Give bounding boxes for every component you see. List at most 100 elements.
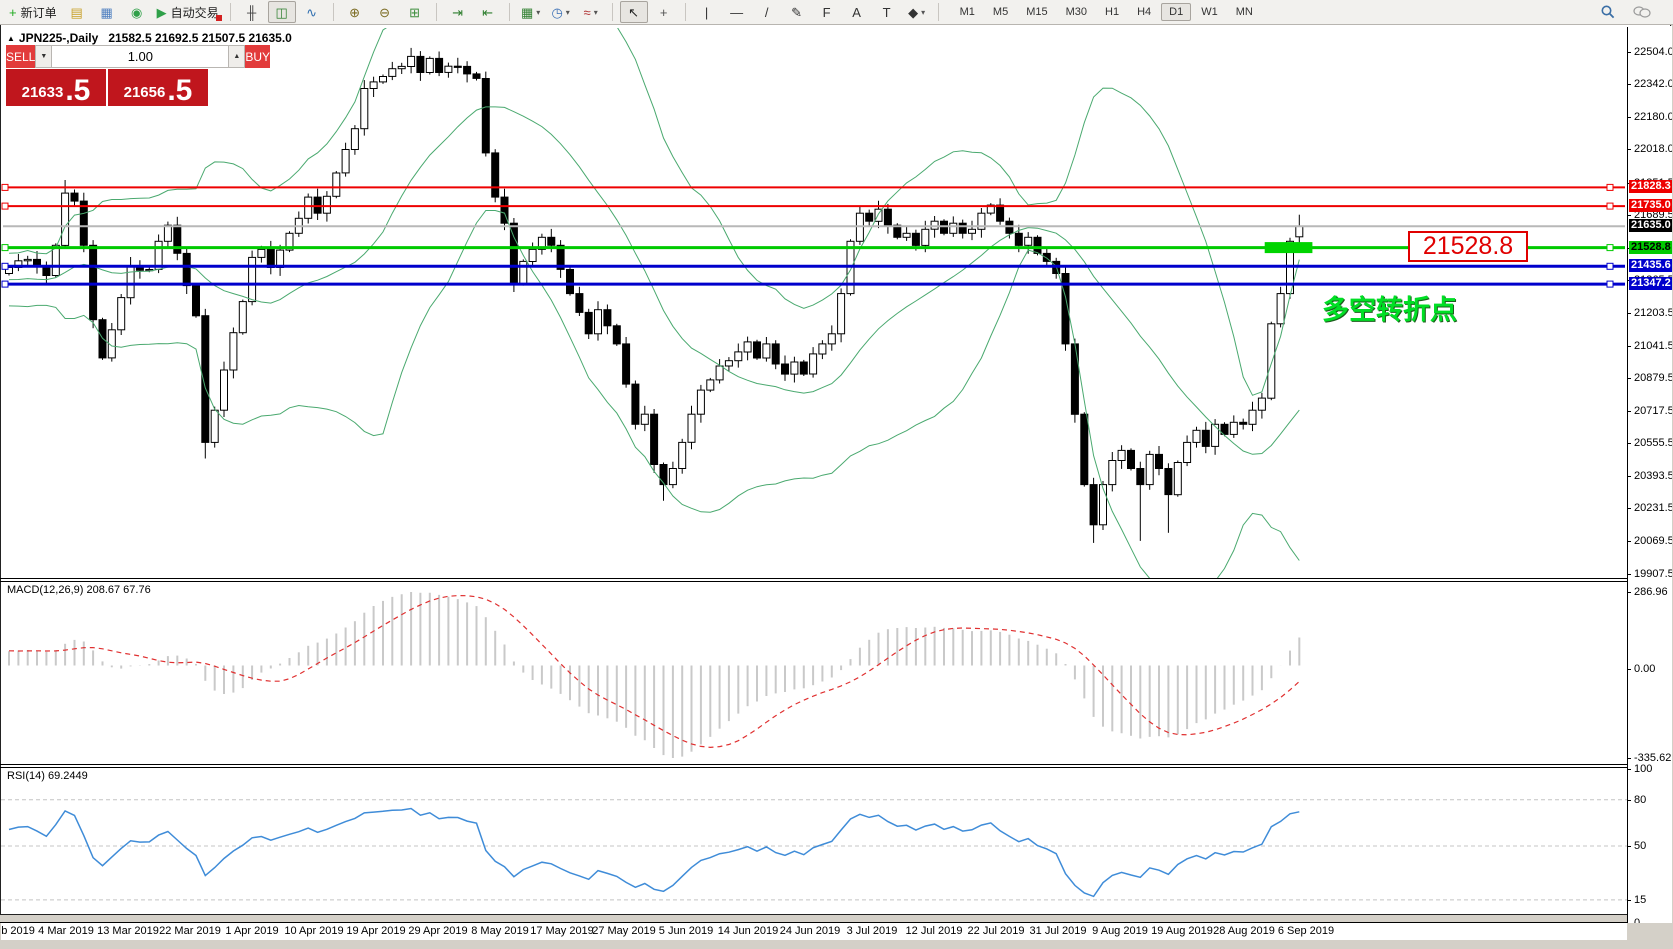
journal-button[interactable]: ▤	[63, 1, 91, 23]
candle-body	[229, 332, 238, 371]
candlestick-button[interactable]: ◫	[267, 1, 296, 23]
price-tick-label: 20555.5	[1634, 437, 1672, 449]
tile-windows-button[interactable]: ⊞	[401, 1, 429, 23]
timeframe-w1[interactable]: W1	[1201, 6, 1218, 18]
line-handle[interactable]	[1606, 262, 1614, 270]
timeframe-m30[interactable]: M30	[1065, 6, 1087, 18]
channel-button[interactable]: ✎	[783, 1, 811, 23]
axis-tick	[1628, 508, 1631, 509]
axis-tick	[1628, 800, 1631, 801]
timeframe-m15[interactable]: M15	[1026, 6, 1048, 18]
vertical-line-icon: |	[704, 4, 709, 20]
candle-body	[921, 228, 930, 246]
signals-button[interactable]: ◉	[123, 1, 151, 23]
candle-body	[837, 293, 846, 335]
pane-separator[interactable]	[0, 581, 1628, 582]
timeframe-d1[interactable]: D1	[1161, 3, 1192, 21]
line-handle[interactable]	[1606, 183, 1614, 191]
axis-tick	[1628, 149, 1631, 150]
date-label: 13 Mar 2019	[97, 925, 159, 937]
auto-scroll-button[interactable]: ⇥	[444, 1, 472, 23]
line-chart-button[interactable]: ∿	[298, 1, 326, 23]
highlight-rect[interactable]	[1264, 242, 1313, 254]
bar-chart-button[interactable]: ╫	[238, 1, 266, 23]
buy-button[interactable]: BUY	[245, 45, 271, 68]
pane-separator[interactable]	[0, 767, 1628, 768]
line-handle[interactable]	[1606, 202, 1614, 210]
horizontal-line-button[interactable]: —	[723, 1, 751, 23]
candle-body	[1042, 252, 1051, 262]
fibonacci-button[interactable]: F	[813, 1, 841, 23]
arrows-button[interactable]: ◆ ▾	[903, 1, 931, 23]
chat-button[interactable]	[1628, 1, 1656, 23]
line-handle[interactable]	[1, 202, 9, 210]
symbol-direction-icon: ▲	[7, 33, 15, 43]
price-axis[interactable]: 22504.022342.022180.022018.021851.521689…	[1628, 26, 1672, 923]
vertical-line-button[interactable]: |	[693, 1, 721, 23]
timeframe-m5[interactable]: M5	[992, 6, 1009, 18]
axis-tick	[1628, 84, 1631, 85]
price-callout-box[interactable]: 21528.8	[1408, 231, 1528, 262]
profiles-button[interactable]: ◷ ▾	[547, 1, 575, 23]
new-order-button[interactable]: + 新订单	[5, 1, 61, 23]
candle-body	[1220, 423, 1229, 435]
zoom-in-button[interactable]: ⊕	[341, 1, 369, 23]
toolbar-separator	[435, 3, 437, 21]
candle-body	[547, 236, 556, 246]
tile-windows-icon: ⊞	[409, 4, 421, 20]
line-handle[interactable]	[1, 280, 9, 288]
candle-body	[640, 413, 649, 425]
buy-price[interactable]: 21656 .5	[108, 69, 208, 106]
line-handle[interactable]	[1, 183, 9, 191]
price-tick-label: 0.00	[1634, 663, 1656, 675]
volume-increase-button[interactable]: ▲	[228, 45, 246, 68]
toolbar-separator	[611, 3, 613, 21]
main-chart[interactable]	[1, 28, 1627, 578]
candle-body	[724, 360, 733, 367]
sell-button[interactable]: SELL	[6, 45, 36, 68]
pane-separator[interactable]	[0, 578, 1628, 579]
auto-scroll-icon: ⇥	[452, 4, 464, 20]
candle-body	[500, 196, 509, 224]
date-label: 14 Jun 2019	[717, 925, 779, 937]
candle-body	[996, 204, 1005, 222]
pane-separator[interactable]	[0, 764, 1628, 765]
chevron-down-icon: ▾	[921, 7, 926, 17]
market-watch-button[interactable]: ▦	[93, 1, 121, 23]
candle-body	[528, 248, 537, 262]
volume-decrease-button[interactable]: ▼	[35, 45, 53, 68]
macd-pane[interactable]	[1, 582, 1627, 763]
turning-point-note[interactable]: 多空转折点	[1322, 295, 1457, 325]
line-handle[interactable]	[1, 244, 9, 252]
line-handle[interactable]	[1606, 280, 1614, 288]
date-label: 27 May 2019	[592, 925, 656, 937]
sell-price[interactable]: 21633 .5	[6, 69, 106, 106]
text-button[interactable]: A	[843, 1, 871, 23]
journal-icon: ▤	[70, 4, 83, 20]
volume-input[interactable]	[52, 45, 229, 68]
label-button[interactable]: T	[873, 1, 901, 23]
cursor-button[interactable]: ↖	[619, 1, 648, 23]
search-button[interactable]	[1594, 1, 1622, 23]
trendline-button[interactable]: /	[753, 1, 781, 23]
timeframe-h4[interactable]: H4	[1137, 6, 1152, 18]
new-chart-button[interactable]: ▦ ▾	[517, 1, 545, 23]
rsi-pane[interactable]	[1, 768, 1627, 922]
chart-shift-button[interactable]: ⇤	[474, 1, 502, 23]
candle-body	[1145, 453, 1154, 486]
line-handle[interactable]	[1606, 244, 1614, 252]
timeframe-h1[interactable]: H1	[1105, 6, 1120, 18]
line-handle[interactable]	[1, 262, 9, 270]
crosshair-button[interactable]: +	[650, 1, 678, 23]
timeframe-m1[interactable]: M1	[959, 6, 975, 18]
zoom-out-button[interactable]: ⊖	[371, 1, 399, 23]
autotrading-button[interactable]: ▶ 自动交易	[153, 1, 223, 23]
candle-body	[809, 353, 818, 375]
timeframe-mn[interactable]: MN	[1235, 6, 1253, 18]
date-label: 22 Feb 2019	[1, 925, 35, 937]
candle-body	[603, 309, 612, 327]
candle-body	[42, 266, 51, 276]
indicators-button[interactable]: ≈ ▾	[577, 1, 605, 23]
candle-body	[1099, 484, 1107, 526]
